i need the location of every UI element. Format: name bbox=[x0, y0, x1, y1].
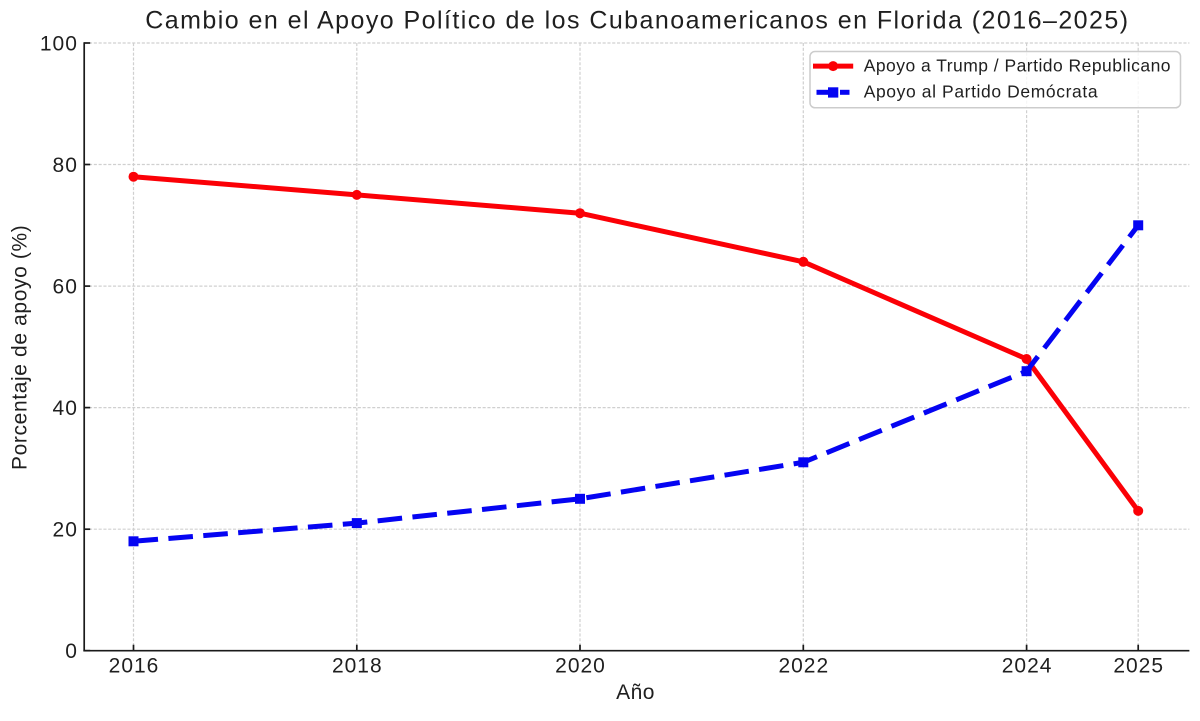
svg-text:0: 0 bbox=[65, 640, 78, 663]
svg-text:2022: 2022 bbox=[778, 655, 829, 678]
svg-text:100: 100 bbox=[40, 33, 78, 56]
svg-text:Cambio en el Apoyo Político de: Cambio en el Apoyo Político de los Cuban… bbox=[145, 7, 1129, 35]
svg-text:2025: 2025 bbox=[1113, 655, 1164, 678]
svg-text:Apoyo a Trump / Partido Republ: Apoyo a Trump / Partido Republicano bbox=[864, 56, 1171, 76]
svg-text:80: 80 bbox=[53, 154, 78, 177]
svg-text:40: 40 bbox=[53, 397, 78, 420]
svg-text:Apoyo al Partido Demócrata: Apoyo al Partido Demócrata bbox=[864, 81, 1098, 101]
svg-text:Porcentaje de apoyo (%): Porcentaje de apoyo (%) bbox=[9, 225, 32, 470]
svg-text:2020: 2020 bbox=[555, 655, 606, 678]
svg-text:60: 60 bbox=[53, 276, 78, 299]
svg-text:2016: 2016 bbox=[109, 655, 160, 678]
svg-text:2018: 2018 bbox=[332, 655, 383, 678]
svg-text:Año: Año bbox=[616, 681, 655, 704]
svg-text:2024: 2024 bbox=[1002, 655, 1053, 678]
svg-text:20: 20 bbox=[53, 519, 78, 542]
